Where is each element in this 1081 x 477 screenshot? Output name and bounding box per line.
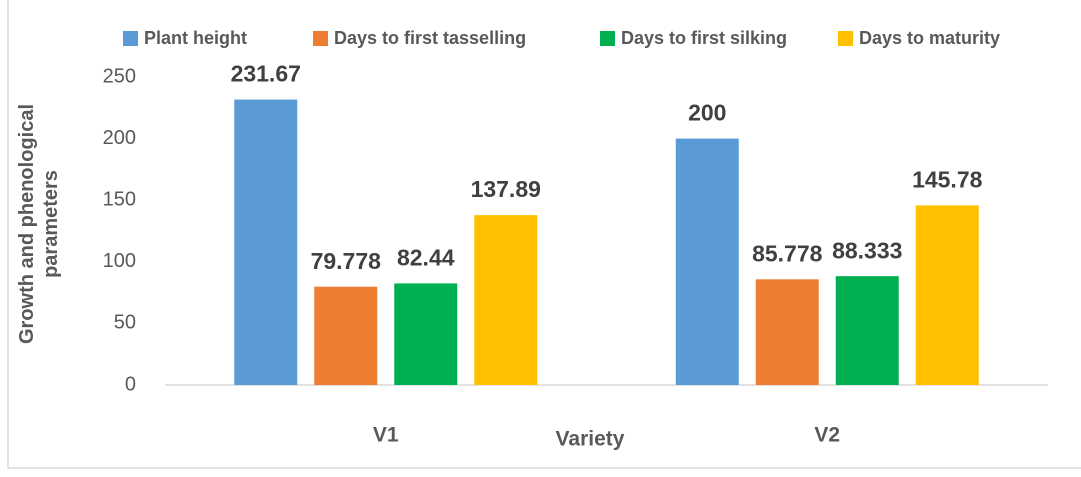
bar <box>835 276 899 385</box>
value-label: 200 <box>688 100 726 126</box>
chart-border <box>7 0 1081 469</box>
value-label: 79.778 <box>311 248 382 274</box>
bar <box>755 279 819 385</box>
bar <box>394 283 458 385</box>
bar <box>234 99 298 386</box>
y-tick-label: 200 <box>103 127 136 149</box>
x-tick-label: V1 <box>373 424 399 447</box>
bar <box>474 215 538 385</box>
value-label: 231.67 <box>231 61 301 87</box>
value-label: 85.778 <box>752 240 823 266</box>
legend-label: Days to maturity <box>859 28 1000 48</box>
y-tick-label: 250 <box>103 65 136 87</box>
bar <box>675 138 739 385</box>
x-tick-label: V2 <box>814 424 840 447</box>
value-label: 137.89 <box>471 176 541 202</box>
legend-swatch <box>838 31 853 46</box>
value-label: 82.44 <box>397 245 455 271</box>
legend-label: Plant height <box>144 28 247 48</box>
y-tick-label: 100 <box>103 250 136 272</box>
y-tick-label: 50 <box>114 312 136 334</box>
y-axis-label: Growth and phenological parameters <box>16 104 62 344</box>
legend-label: Days to first tasselling <box>334 28 526 48</box>
legend-label: Days to first silking <box>621 28 787 48</box>
legend-swatch <box>313 31 328 46</box>
bar <box>314 286 378 385</box>
x-axis-label: Variety <box>556 428 625 451</box>
bar <box>915 205 979 385</box>
y-tick-label: 150 <box>103 188 136 210</box>
y-tick-label: 0 <box>125 373 136 395</box>
value-label: 88.333 <box>832 237 902 263</box>
value-label: 145.78 <box>912 166 983 192</box>
legend-swatch <box>600 31 615 46</box>
legend-swatch <box>123 31 138 46</box>
